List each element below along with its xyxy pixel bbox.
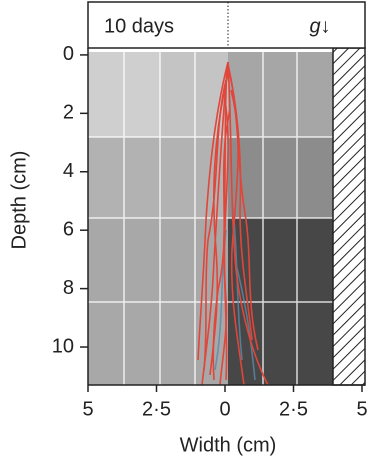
roots: [197, 61, 269, 386]
y-tick-label: 8: [63, 277, 74, 299]
x-tick-label: 2·5: [142, 398, 171, 420]
x-tick-label: 5: [82, 398, 93, 420]
y-tick-label: 6: [63, 218, 74, 240]
x-tick-label: 2·5: [279, 398, 308, 420]
header-box: [87, 1, 366, 49]
y-tick-label: 4: [63, 160, 74, 182]
x-tick-label: 5: [356, 398, 367, 420]
y-axis-title: Depth (cm): [8, 151, 30, 250]
x-tick-label: 0: [219, 398, 230, 420]
container-wall: [332, 47, 366, 386]
x-axis-title: Width (cm): [180, 434, 277, 456]
background-tiles: [88, 52, 333, 385]
header-label: 10 days: [104, 15, 174, 37]
y-tick-label: 2: [63, 102, 74, 124]
gravity-label: g↓: [309, 15, 330, 37]
y-tick-label: 0: [63, 43, 74, 65]
y-tick-label: 10: [52, 335, 74, 357]
